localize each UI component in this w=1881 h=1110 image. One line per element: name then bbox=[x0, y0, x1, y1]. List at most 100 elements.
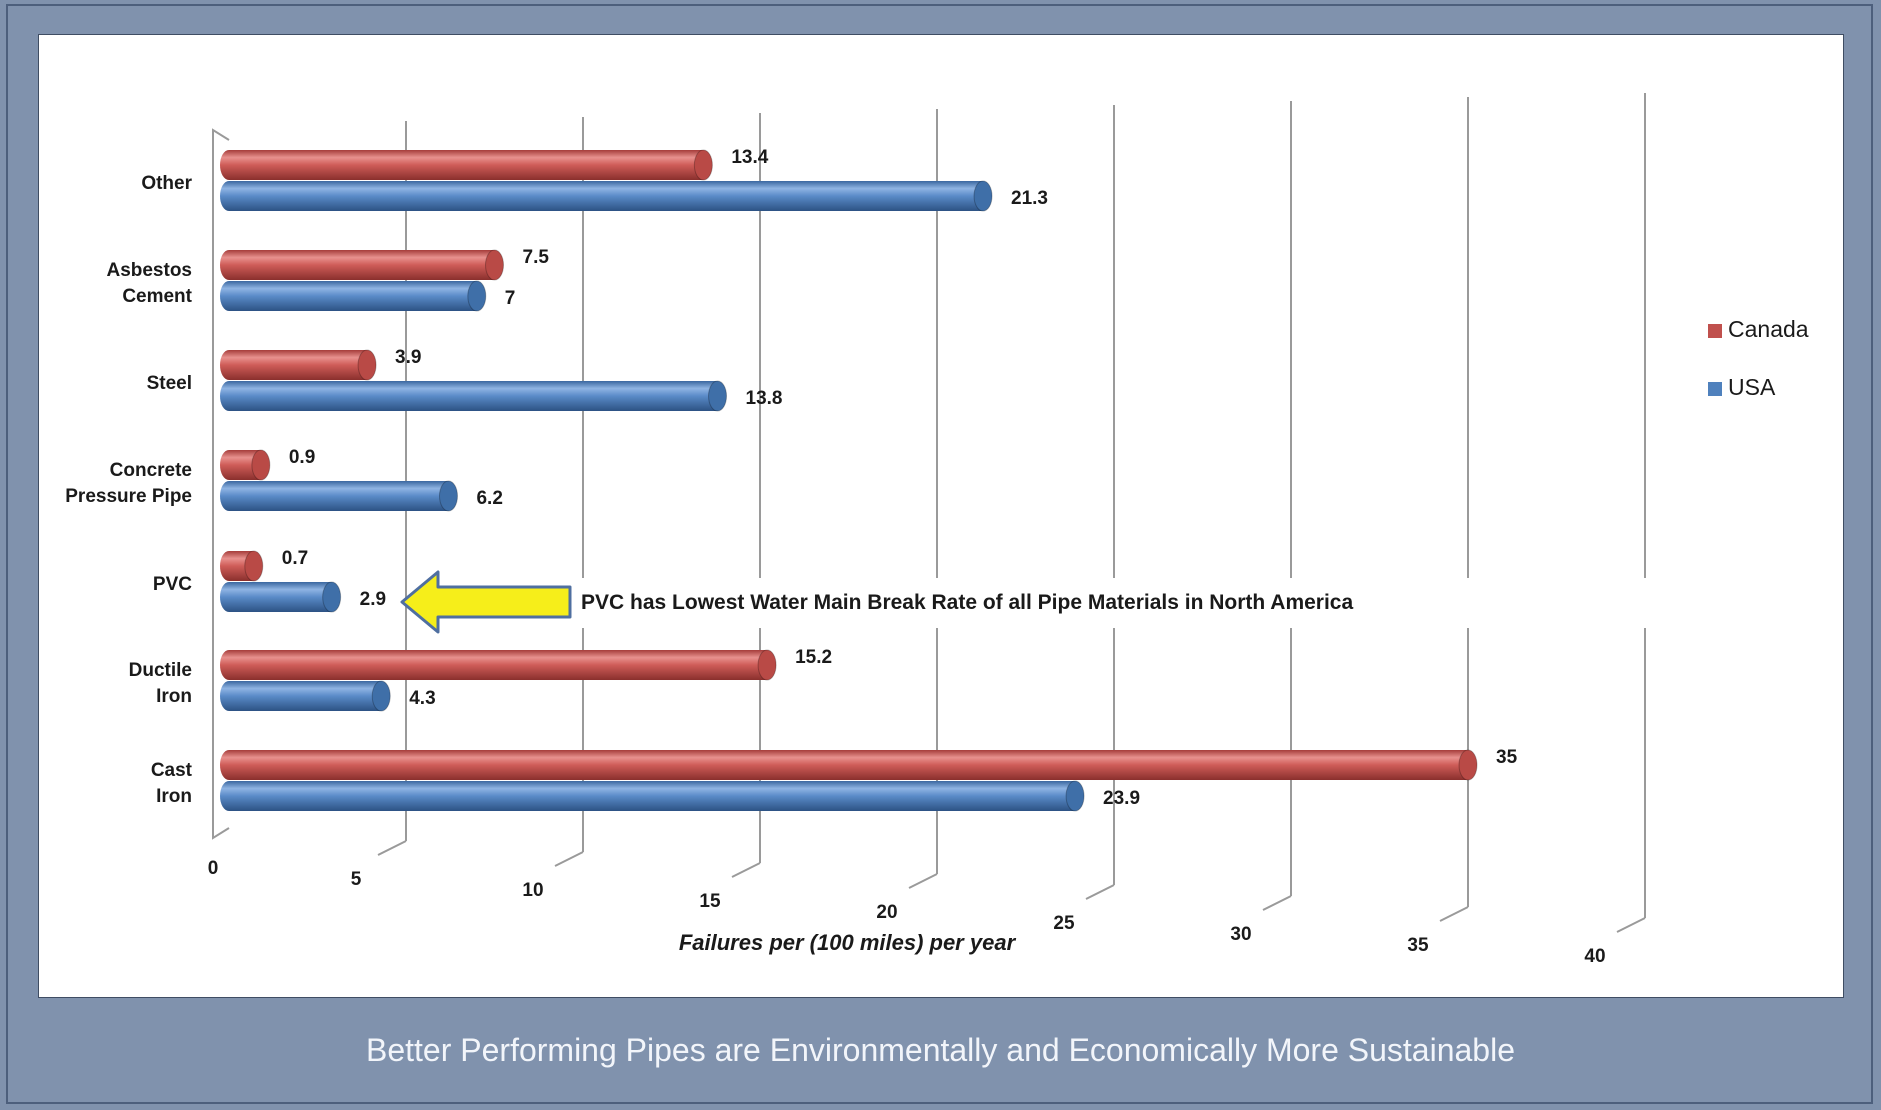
category-label: Ductile bbox=[129, 660, 192, 681]
category-label: Iron bbox=[156, 686, 192, 707]
category-label: Cast bbox=[151, 760, 193, 781]
bar-canada-start-cap bbox=[220, 250, 238, 280]
bar-canada-end-cap bbox=[757, 649, 777, 681]
category-label: Cement bbox=[122, 286, 192, 307]
data-label: 13.4 bbox=[731, 147, 768, 168]
data-label: 21.3 bbox=[1011, 188, 1048, 209]
bar-usa bbox=[220, 680, 391, 712]
data-label: 2.9 bbox=[360, 589, 386, 610]
gridline-foot bbox=[1085, 884, 1115, 900]
data-label: 35 bbox=[1496, 747, 1518, 768]
bar-usa-start-cap bbox=[220, 181, 238, 211]
bar-canada-end-cap bbox=[693, 149, 713, 181]
bar-canada-body bbox=[229, 750, 1468, 780]
arrow-left-icon bbox=[400, 570, 572, 634]
bar-usa-start-cap bbox=[220, 381, 238, 411]
bar-usa-start-cap bbox=[220, 681, 238, 711]
bar-usa bbox=[220, 180, 993, 212]
data-label: 13.8 bbox=[746, 388, 783, 409]
gridline-foot bbox=[1439, 906, 1469, 922]
legend-canada: Canada bbox=[1708, 316, 1809, 343]
bar-usa-start-cap bbox=[220, 481, 238, 511]
bar-usa-end-cap bbox=[467, 280, 487, 312]
category-label: Other bbox=[141, 173, 192, 194]
x-tick-label: 20 bbox=[876, 902, 897, 923]
gridline-foot bbox=[1616, 917, 1646, 933]
bar-canada-body bbox=[229, 450, 261, 480]
bar-canada-end-cap bbox=[357, 349, 377, 381]
bar-canada bbox=[220, 749, 1478, 781]
bar-usa-body bbox=[229, 181, 984, 211]
annotation-mask bbox=[560, 578, 1680, 628]
legend-usa-label: USA bbox=[1728, 374, 1776, 400]
bar-canada-end-cap bbox=[251, 449, 271, 481]
x-axis-title: Failures per (100 miles) per year bbox=[679, 930, 1017, 955]
x-tick-label: 40 bbox=[1584, 946, 1605, 967]
bar-canada bbox=[220, 249, 504, 281]
bar-usa bbox=[220, 280, 487, 312]
bar-canada-body bbox=[229, 150, 704, 180]
bar-usa-start-cap bbox=[220, 781, 238, 811]
bar-canada bbox=[220, 449, 271, 481]
x-tick-label: 10 bbox=[522, 880, 543, 901]
bar-usa-body bbox=[229, 481, 449, 511]
data-label: 7 bbox=[505, 288, 516, 309]
bar-canada-start-cap bbox=[220, 450, 238, 480]
bar-usa-end-cap bbox=[322, 581, 342, 613]
bar-usa-body bbox=[229, 281, 477, 311]
data-label: 6.2 bbox=[476, 488, 502, 509]
x-tick-label: 35 bbox=[1407, 935, 1429, 956]
bar-usa bbox=[220, 581, 342, 613]
bar-usa-body bbox=[229, 582, 332, 612]
x-tick-label: 0 bbox=[208, 858, 219, 879]
category-label: Iron bbox=[156, 786, 192, 807]
bar-canada-start-cap bbox=[220, 350, 238, 380]
legend-canada-label: Canada bbox=[1728, 316, 1809, 342]
bar-canada-end-cap bbox=[1458, 749, 1478, 781]
data-label: 0.7 bbox=[282, 548, 308, 569]
bar-canada bbox=[220, 550, 264, 582]
bar-usa bbox=[220, 380, 728, 412]
category-label: Pressure Pipe bbox=[65, 486, 192, 507]
bar-usa-end-cap bbox=[973, 180, 993, 212]
legend-usa: USA bbox=[1708, 374, 1775, 401]
bar-canada bbox=[220, 349, 377, 381]
bar-canada-body bbox=[229, 250, 495, 280]
bar-usa-end-cap bbox=[438, 480, 458, 512]
annotation-text: PVC has Lowest Water Main Break Rate of … bbox=[581, 591, 1353, 614]
bar-usa-body bbox=[229, 381, 718, 411]
data-label: 7.5 bbox=[523, 247, 550, 268]
bar-usa-end-cap bbox=[1065, 780, 1085, 812]
category-label: Asbestos bbox=[106, 260, 192, 281]
category-label: Concrete bbox=[110, 460, 192, 481]
data-label: 3.9 bbox=[395, 347, 421, 368]
data-label: 0.9 bbox=[289, 447, 315, 468]
x-tick-label: 25 bbox=[1053, 913, 1075, 934]
bar-canada-end-cap bbox=[485, 249, 504, 281]
gridline-foot bbox=[554, 851, 584, 867]
bar-canada-body bbox=[229, 350, 368, 380]
data-label: 15.2 bbox=[795, 647, 832, 668]
x-tick-label: 5 bbox=[351, 869, 362, 890]
bar-canada bbox=[220, 649, 777, 681]
category-label: PVC bbox=[153, 574, 192, 595]
bar-usa bbox=[220, 780, 1085, 812]
bar-canada-end-cap bbox=[244, 550, 264, 582]
bar-usa-start-cap bbox=[220, 281, 238, 311]
data-label: 23.9 bbox=[1103, 788, 1140, 809]
gridline-foot bbox=[908, 873, 938, 889]
slide-caption: Better Performing Pipes are Environmenta… bbox=[366, 1032, 1515, 1068]
legend-canada-swatch bbox=[1708, 323, 1722, 338]
legend-usa-swatch bbox=[1708, 381, 1722, 396]
bar-canada-start-cap bbox=[220, 551, 238, 581]
gridline-foot bbox=[731, 862, 761, 878]
bar-canada-start-cap bbox=[220, 750, 238, 780]
category-label: Steel bbox=[147, 373, 192, 394]
bar-canada-body bbox=[229, 650, 768, 680]
gridline-foot bbox=[377, 840, 407, 856]
bar-usa-body bbox=[229, 681, 382, 711]
bar-usa bbox=[220, 480, 458, 512]
bar-usa-start-cap bbox=[220, 582, 238, 612]
bar-canada-start-cap bbox=[220, 150, 238, 180]
